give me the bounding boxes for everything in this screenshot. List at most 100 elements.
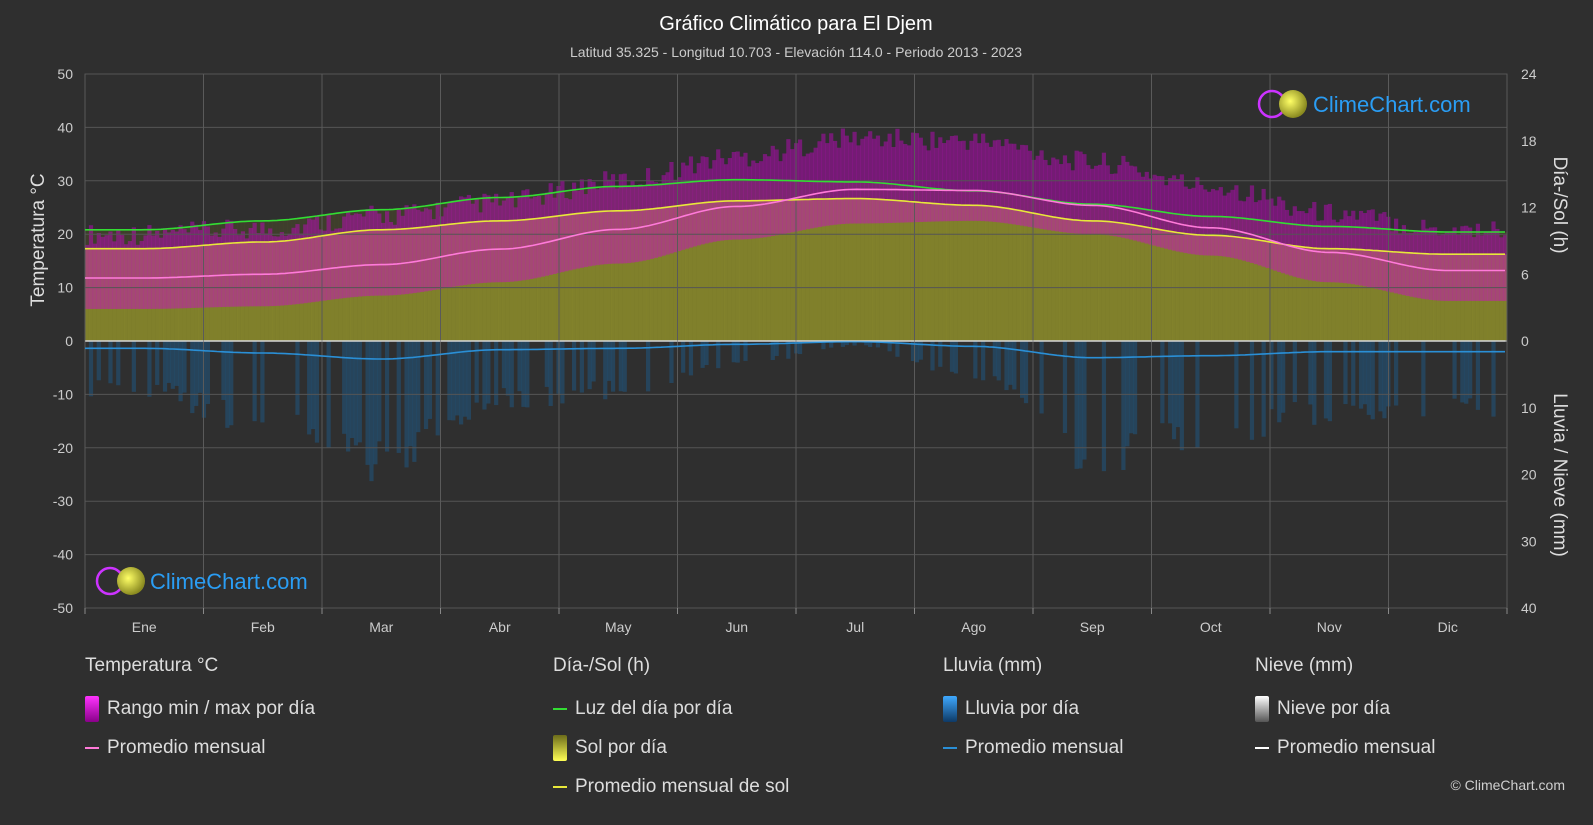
rain-bar xyxy=(1281,341,1286,413)
temp-range-bar xyxy=(723,164,729,241)
temp-range-bar xyxy=(1440,234,1445,301)
sunshine-bar xyxy=(552,216,557,341)
sunshine-bar xyxy=(571,213,577,341)
temp-range-bar xyxy=(322,230,327,301)
temp-range-bar xyxy=(1230,189,1235,258)
temp-range-bar xyxy=(1043,159,1048,230)
sunshine-bar xyxy=(455,223,460,341)
sunshine-bar xyxy=(1218,235,1223,341)
logo-top[interactable]: ClimeChart.com xyxy=(1257,89,1471,119)
sunshine-bar xyxy=(427,226,433,341)
sunshine-bar xyxy=(677,205,682,341)
sunshine-bar xyxy=(1074,220,1079,341)
rain-bar xyxy=(821,341,826,350)
rain-bar xyxy=(373,341,378,465)
y-right-top-tick-label: 24 xyxy=(1521,66,1537,82)
rain-bar xyxy=(938,341,943,367)
temp-range-bar xyxy=(977,143,982,221)
temp-range-bar xyxy=(248,228,253,307)
sunshine-bar xyxy=(1125,223,1130,341)
sunshine-bar xyxy=(459,223,464,341)
sunshine-bar xyxy=(1413,253,1418,341)
sunshine-bar xyxy=(868,198,873,341)
temp-range-bar xyxy=(583,194,588,268)
x-tick-label: May xyxy=(605,619,631,635)
rain-bar xyxy=(587,341,592,390)
rain-bar xyxy=(895,341,900,357)
temp-range-bar xyxy=(1339,219,1344,283)
temp-range-bar xyxy=(910,132,916,223)
sunshine-bar xyxy=(856,198,861,341)
sunshine-bar xyxy=(1429,253,1434,341)
sunshine-bar xyxy=(805,199,810,341)
rain-bar xyxy=(423,341,429,430)
temp-range-bar xyxy=(369,205,374,296)
sunshine-bar xyxy=(322,235,327,341)
temp-range-bar xyxy=(712,160,717,242)
sunshine-bar xyxy=(1043,215,1048,341)
temp-range-bar xyxy=(716,149,721,242)
rain-bar xyxy=(681,341,686,373)
rain-bar xyxy=(1008,341,1013,385)
temp-range-bar xyxy=(988,146,994,222)
temp-range-bar xyxy=(353,213,359,297)
logo-text: ClimeChart.com xyxy=(150,569,308,594)
temp-range-bar xyxy=(1460,226,1465,301)
temp-range-bar xyxy=(1394,218,1399,294)
rain-bar xyxy=(353,341,359,446)
temp-range-bar xyxy=(143,235,148,309)
sunshine-bar xyxy=(1351,249,1356,341)
sunshine-bar xyxy=(194,245,199,341)
rain-bar xyxy=(1460,341,1465,403)
sunshine-bar xyxy=(692,203,697,341)
legend-temperature: Temperatura °C Rango min / max por día P… xyxy=(85,655,315,767)
rain-bar xyxy=(1491,341,1496,417)
temp-range-bar xyxy=(147,225,152,309)
temp-range-bar xyxy=(233,228,238,307)
sunshine-bar xyxy=(700,202,705,341)
temp-range-bar xyxy=(1117,165,1122,238)
rain-avg-swatch-icon xyxy=(943,746,957,749)
temp-range-bar xyxy=(174,231,179,309)
temp-range-bar xyxy=(166,232,172,309)
rain-bar xyxy=(560,341,565,404)
sunshine-bar xyxy=(712,201,717,341)
sunshine-bar xyxy=(1464,254,1469,341)
y-right-top-tick-label: 6 xyxy=(1521,266,1529,282)
temp-range-bar xyxy=(1491,221,1496,301)
sunshine-bar xyxy=(661,207,666,341)
temp-range-bar xyxy=(209,235,214,308)
legend-rain: Lluvia (mm) Lluvia por día Promedio mens… xyxy=(943,655,1123,767)
y-left-tick-label: 40 xyxy=(57,119,73,135)
temp-range-bar xyxy=(291,227,296,305)
temp-range-bar xyxy=(739,156,744,240)
sunshine-bar xyxy=(482,221,487,341)
temp-range-bar xyxy=(303,224,308,304)
sunshine-bar xyxy=(186,246,191,341)
sunshine-bar xyxy=(1175,232,1181,341)
temp-range-bar xyxy=(735,151,740,240)
rain-bar xyxy=(1323,341,1329,419)
temp-range-bar xyxy=(856,145,861,224)
sunshine-bar xyxy=(291,239,296,341)
temp-range-bar xyxy=(1222,195,1227,257)
temp-range-bar xyxy=(416,209,421,293)
sunshine-bar xyxy=(1308,247,1313,341)
sunshine-bar xyxy=(159,248,164,341)
sunshine-bar xyxy=(1129,224,1134,341)
temp-range-bar xyxy=(1343,210,1348,284)
temp-range-bar xyxy=(1308,208,1313,281)
sunshine-bar xyxy=(1277,243,1282,341)
temp-range-bar xyxy=(907,145,912,223)
temp-range-bar xyxy=(431,219,436,291)
sunshine-bar xyxy=(513,220,518,341)
temp-range-bar xyxy=(1358,210,1364,286)
logo-bottom[interactable]: ClimeChart.com xyxy=(95,566,308,596)
sunshine-bar xyxy=(190,246,195,341)
sunshine-bar xyxy=(431,226,436,341)
rain-bar xyxy=(700,341,705,368)
sunshine-bar xyxy=(217,244,222,341)
rain-bar xyxy=(622,341,627,392)
sunshine-bar xyxy=(575,213,581,341)
rain-bar xyxy=(1292,341,1297,403)
